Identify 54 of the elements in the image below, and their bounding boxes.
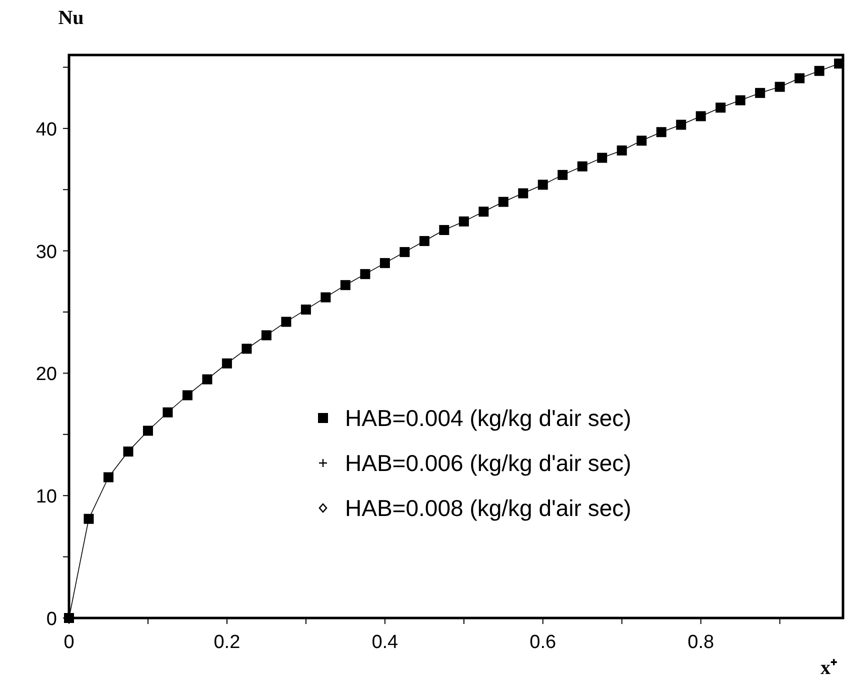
point xyxy=(696,111,706,122)
point xyxy=(419,236,430,246)
point xyxy=(123,446,134,457)
legend-label: HAB=0.004 (kg/kg d'air sec) xyxy=(345,405,632,431)
y-tick-label: 40 xyxy=(36,119,57,140)
point xyxy=(814,66,824,76)
point xyxy=(202,374,212,384)
point xyxy=(182,390,192,400)
x-tick-label: 0.4 xyxy=(372,632,399,653)
x-axis-title: x⁺ xyxy=(820,657,838,679)
point xyxy=(774,82,785,92)
point xyxy=(300,304,311,315)
point xyxy=(320,292,331,302)
point xyxy=(478,206,489,217)
point xyxy=(439,225,450,236)
point xyxy=(360,269,370,280)
x-tick-label: 0.6 xyxy=(530,632,556,653)
point xyxy=(834,58,844,69)
point xyxy=(538,180,548,190)
point xyxy=(162,407,173,418)
point xyxy=(755,88,766,98)
point xyxy=(676,120,686,130)
point xyxy=(281,316,292,327)
y-tick-label: 30 xyxy=(36,242,57,263)
y-tick-label: 20 xyxy=(36,364,57,386)
point xyxy=(558,170,568,180)
point xyxy=(242,344,252,354)
point xyxy=(261,330,272,340)
point xyxy=(735,95,746,106)
y-tick-label: 0 xyxy=(46,609,57,630)
point xyxy=(103,472,114,482)
x-tick-label: 0.2 xyxy=(214,632,240,653)
point xyxy=(518,188,528,198)
point xyxy=(636,136,647,146)
point xyxy=(498,196,508,207)
point xyxy=(458,216,469,226)
point xyxy=(400,247,410,258)
point xyxy=(656,127,666,138)
point xyxy=(142,426,153,436)
point xyxy=(380,258,390,268)
point xyxy=(340,280,350,290)
y-tick-label: 10 xyxy=(36,486,57,508)
point xyxy=(716,102,726,113)
x-tick-label: 0 xyxy=(64,632,74,653)
point xyxy=(222,358,232,368)
legend-label: HAB=0.008 (kg/kg d'air sec) xyxy=(345,495,632,521)
point xyxy=(794,73,805,84)
point xyxy=(616,145,627,156)
x-tick-label: 0.8 xyxy=(688,632,714,653)
point xyxy=(577,161,588,172)
point xyxy=(84,514,94,524)
point xyxy=(597,152,608,163)
y-axis-title: Nu xyxy=(58,7,84,29)
legend-label: HAB=0.006 (kg/kg d'air sec) xyxy=(345,450,632,476)
